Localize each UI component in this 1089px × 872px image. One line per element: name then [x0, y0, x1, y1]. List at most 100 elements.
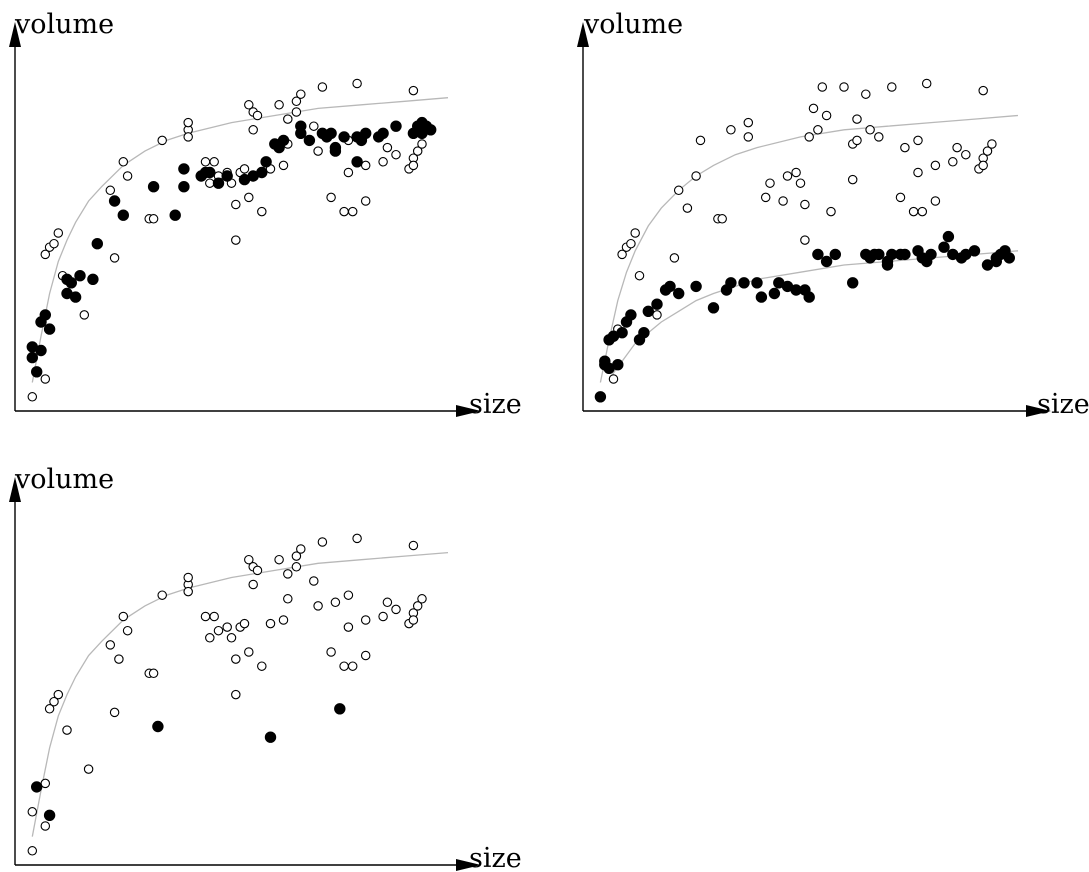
data-point-open — [391, 149, 401, 160]
data-point-filled — [212, 177, 225, 189]
data-point-filled — [334, 703, 346, 715]
data-point-open — [62, 725, 72, 735]
data-point-open — [53, 689, 64, 700]
data-point-filled — [260, 156, 272, 168]
data-point-open — [239, 164, 250, 174]
data-point-open — [244, 647, 254, 657]
data-point-open — [352, 78, 362, 89]
data-point-filled — [616, 327, 628, 339]
data-point-open — [283, 569, 293, 579]
data-point-open — [347, 661, 358, 671]
data-point-filled — [303, 134, 316, 147]
data-point-open — [239, 618, 250, 629]
data-point-filled — [651, 298, 663, 310]
data-point-open — [412, 146, 423, 156]
data-point-open — [27, 807, 38, 817]
data-point-open — [795, 178, 806, 188]
data-point-open — [669, 253, 680, 263]
data-point-open — [852, 135, 862, 146]
data-point-open — [908, 206, 919, 217]
data-point-open — [839, 82, 849, 92]
data-point-filled — [277, 134, 290, 147]
data-point-open — [412, 601, 423, 611]
data-point-open — [296, 89, 306, 99]
data-point-open — [673, 185, 684, 196]
data-point-open — [930, 160, 941, 171]
data-point-filled — [295, 127, 307, 140]
data-point-filled — [169, 209, 181, 221]
data-point-open — [782, 171, 793, 181]
data-point-open — [244, 554, 254, 565]
data-point-open — [408, 615, 419, 625]
x-axis-label: size — [469, 843, 522, 872]
data-point-filled — [612, 359, 624, 371]
data-point-open — [183, 572, 193, 583]
data-point-open — [291, 562, 302, 572]
data-point-open — [40, 374, 51, 384]
data-point-filled — [738, 277, 750, 289]
data-point-open — [887, 82, 897, 92]
data-point-filled — [329, 141, 342, 154]
data-point-open — [391, 604, 401, 615]
data-point-open — [382, 142, 393, 153]
data-point-open — [800, 235, 810, 245]
data-point-open — [49, 696, 59, 707]
data-point-filled — [751, 277, 763, 289]
data-point-open — [27, 392, 38, 402]
data-point-open — [861, 89, 871, 99]
data-point-open — [743, 117, 754, 128]
data-point-filled — [147, 181, 160, 193]
data-point-open — [930, 196, 941, 206]
data-point-filled — [925, 248, 937, 261]
data-point-open — [200, 157, 211, 167]
data-point-open — [309, 576, 319, 586]
data-point-filled — [942, 230, 955, 243]
data-point-open — [278, 160, 289, 171]
x-axis-arrow-icon — [456, 405, 481, 417]
data-point-open — [821, 110, 832, 121]
data-point-filled — [755, 291, 768, 303]
data-point-open — [209, 157, 219, 167]
data-point-open — [109, 707, 120, 718]
data-point-open — [83, 764, 94, 774]
data-point-open — [105, 185, 116, 196]
data-point-open — [378, 157, 388, 167]
data-point-filled — [390, 120, 402, 132]
data-point-open — [626, 238, 636, 249]
data-point-open — [183, 586, 193, 597]
data-point-filled — [178, 181, 190, 193]
data-point-open — [157, 590, 167, 600]
data-point-open — [148, 668, 159, 679]
data-point-open — [309, 121, 319, 131]
data-point-filled — [725, 277, 737, 289]
data-point-open — [895, 192, 906, 203]
y-axis-label: volume — [14, 9, 114, 40]
data-point-open — [852, 114, 862, 124]
y-axis-label: volume — [14, 464, 114, 495]
data-point-open — [44, 704, 55, 714]
data-point-filled — [707, 302, 720, 314]
y-axis-arrow-icon — [9, 22, 21, 47]
data-point-open — [900, 142, 910, 153]
data-point-open — [317, 82, 328, 92]
data-point-open — [183, 117, 193, 128]
data-point-filled — [812, 248, 824, 261]
data-point-open — [608, 374, 619, 384]
data-point-open — [257, 661, 267, 671]
data-point-filled — [642, 305, 654, 317]
data-point-filled — [39, 309, 51, 321]
data-point-open — [205, 633, 215, 643]
data-point-open — [283, 594, 293, 604]
data-point-open — [122, 171, 133, 181]
data-point-open — [231, 654, 241, 664]
data-point-open — [339, 206, 349, 217]
data-point-open — [921, 78, 932, 89]
data-point-filled — [338, 131, 350, 143]
data-point-open — [157, 135, 167, 146]
data-point-filled — [673, 287, 685, 300]
data-point-open — [804, 132, 814, 142]
data-point-open — [347, 206, 358, 217]
data-point-open — [226, 633, 237, 643]
data-point-open — [961, 149, 971, 160]
data-point-open — [105, 640, 116, 650]
